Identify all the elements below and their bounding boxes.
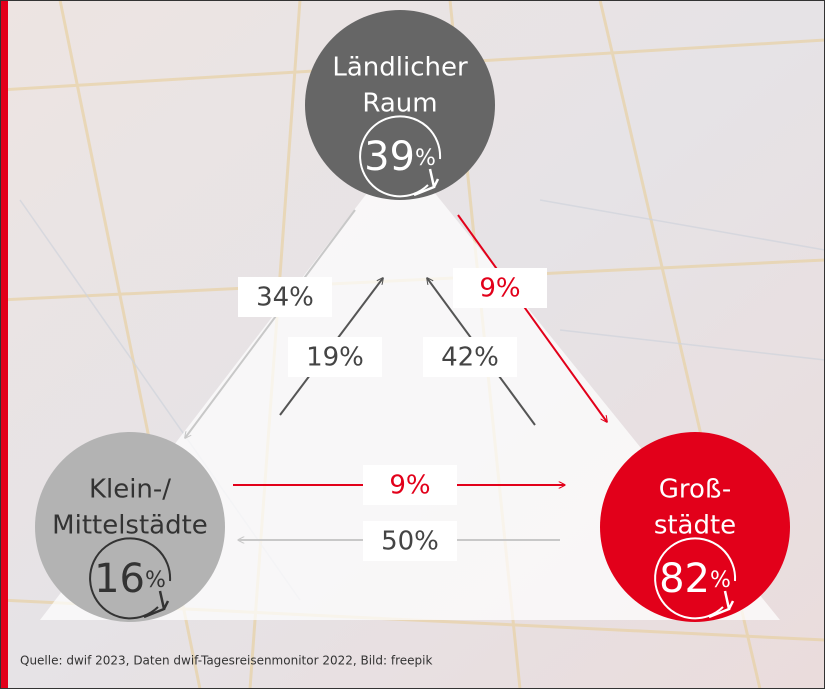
cycle-icon: [359, 115, 442, 198]
node-share-value: 82: [659, 556, 710, 602]
source-note: Quelle: dwif 2023, Daten dwif-Tagesreise…: [20, 654, 432, 668]
flow-label: 50%: [381, 527, 439, 557]
flow-label-bg: [363, 465, 457, 505]
node-share: 16%: [94, 556, 166, 602]
node-label: Groß-: [659, 475, 731, 505]
flow-label: 9%: [479, 274, 520, 304]
node-circle: [305, 10, 495, 200]
node-share: 39%: [364, 134, 436, 180]
cycle-icon: [654, 537, 737, 620]
node-circle: [600, 432, 790, 622]
cycle-icon-head: [143, 590, 170, 619]
flow-label: 9%: [389, 471, 430, 501]
node-label: Klein-/: [89, 475, 171, 505]
flow-arrow: [457, 214, 607, 422]
flow-label: 19%: [306, 343, 364, 373]
flow-label: 42%: [441, 343, 499, 373]
flow-label-bg: [288, 337, 382, 377]
triangle: [40, 150, 780, 620]
node-circle: [35, 432, 225, 622]
node-label: Raum: [362, 89, 437, 119]
node-label: Mittelstädte: [52, 511, 208, 541]
cycle-icon-head: [708, 590, 735, 619]
cycle-icon-head: [413, 168, 440, 197]
flow-arrow: [185, 209, 356, 438]
node-share-value: 39: [364, 134, 415, 180]
node-label: städte: [654, 511, 736, 541]
flow-label-bg: [423, 337, 517, 377]
node-share-value: 16: [94, 556, 145, 602]
flow-label-bg: [363, 521, 457, 561]
flow-label-bg: [453, 268, 547, 308]
flow-label: 34%: [256, 283, 314, 313]
node-share-unit: %: [145, 568, 166, 593]
cycle-icon: [89, 537, 172, 620]
node-share-unit: %: [710, 568, 731, 593]
node-label: Ländlicher: [332, 53, 468, 83]
node-share: 82%: [659, 556, 731, 602]
node-share-unit: %: [415, 146, 436, 171]
accent-bar: [0, 0, 8, 689]
flow-label-bg: [238, 277, 332, 317]
